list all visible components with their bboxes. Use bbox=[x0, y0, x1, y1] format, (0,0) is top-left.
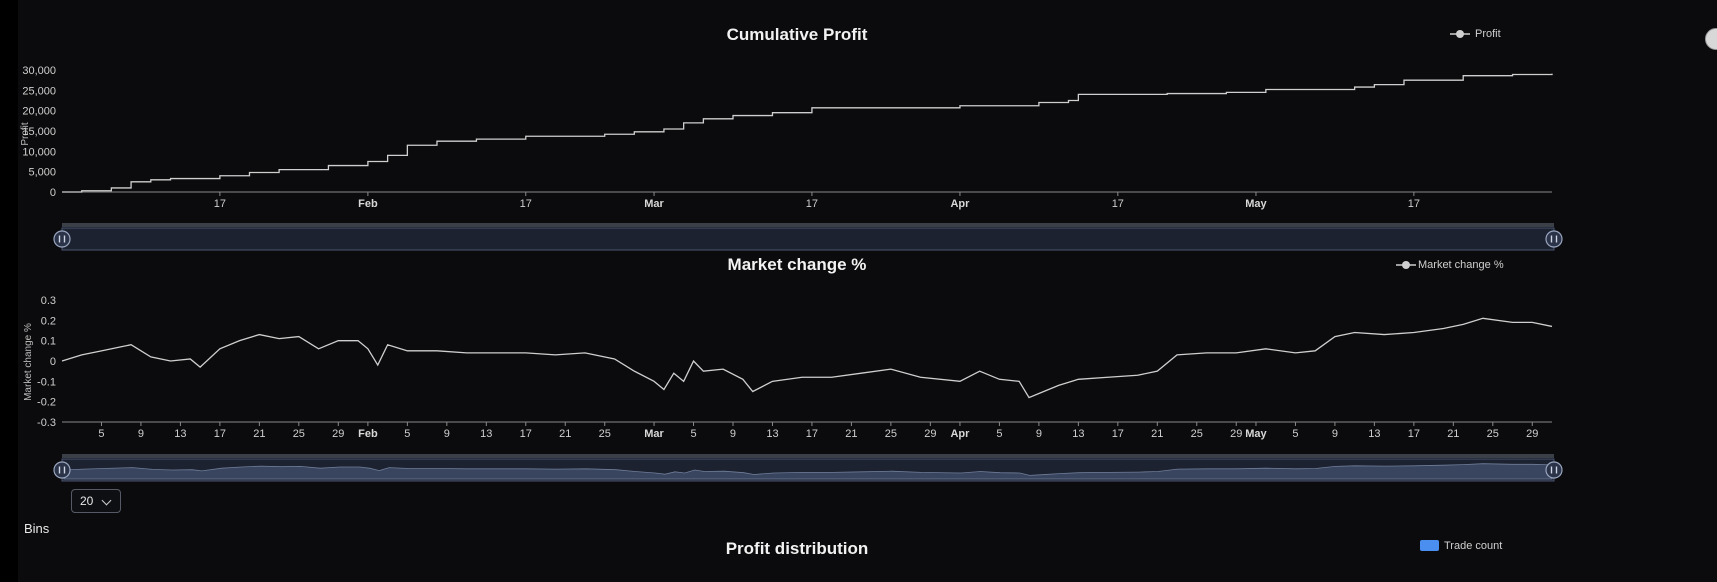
profit-series-line bbox=[62, 73, 1553, 193]
x-tick-label: 29 bbox=[1230, 428, 1242, 440]
legend-market-change[interactable]: Market change % bbox=[1396, 259, 1504, 271]
x-tick-label: 5 bbox=[404, 428, 410, 440]
y-axis-label: Market change % bbox=[23, 323, 34, 401]
x-tick-label: Feb bbox=[358, 198, 378, 210]
x-tick-label: 25 bbox=[885, 428, 897, 440]
x-tick-label: 17 bbox=[1112, 428, 1124, 440]
slider-handle-right[interactable] bbox=[1545, 461, 1563, 479]
y-axis-label: Profit bbox=[20, 122, 31, 146]
chart-title: Profit distribution bbox=[726, 539, 869, 558]
x-tick-label: 21 bbox=[253, 428, 265, 440]
y-tick-label: 0.3 bbox=[41, 295, 56, 307]
bins-select[interactable]: 20 bbox=[71, 489, 121, 513]
x-tick-label: May bbox=[1245, 198, 1267, 210]
chevron-down-icon bbox=[101, 495, 112, 506]
x-tick-label: 13 bbox=[1072, 428, 1084, 440]
x-tick-label: 25 bbox=[293, 428, 305, 440]
x-tick-label: 5 bbox=[98, 428, 104, 440]
y-tick-label: 0.2 bbox=[41, 315, 56, 327]
x-tick-label: 17 bbox=[214, 428, 226, 440]
zoom-slider[interactable] bbox=[53, 454, 1563, 482]
legend-label: Market change % bbox=[1418, 259, 1504, 271]
slider-preview-area bbox=[63, 463, 1553, 480]
x-tick-label: 13 bbox=[1368, 428, 1380, 440]
y-tick-label: 30,000 bbox=[22, 65, 56, 77]
slider-handle-left[interactable] bbox=[53, 230, 71, 248]
slider-handle-right[interactable] bbox=[1545, 230, 1563, 248]
x-tick-label: Mar bbox=[644, 198, 664, 210]
x-tick-label: 5 bbox=[690, 428, 696, 440]
x-tick-label: 17 bbox=[806, 428, 818, 440]
x-tick-label: 17 bbox=[520, 428, 532, 440]
x-tick-label: 5 bbox=[1292, 428, 1298, 440]
y-tick-label: 20,000 bbox=[22, 106, 56, 118]
x-tick-label: Mar bbox=[644, 428, 664, 440]
x-tick-label: 25 bbox=[1487, 428, 1499, 440]
y-tick-label: 10,000 bbox=[22, 146, 56, 158]
cumulative-profit-panel: Cumulative Profit Profit Profit 0 5,000 10… bbox=[18, 0, 1717, 256]
y-tick-label: -0.2 bbox=[37, 397, 56, 409]
market-change-chart: Market change % Market change % Market c… bbox=[23, 256, 1563, 482]
y-tick-label: 0 bbox=[50, 356, 56, 368]
x-tick-label: 13 bbox=[766, 428, 778, 440]
x-tick-label: 29 bbox=[1526, 428, 1538, 440]
x-tick-label: Apr bbox=[950, 198, 970, 210]
slider-handle-left[interactable] bbox=[53, 461, 71, 479]
legend-trade-count[interactable]: Trade count bbox=[1420, 540, 1502, 552]
x-tick-label: 9 bbox=[444, 428, 450, 440]
x-tick-label: 9 bbox=[1332, 428, 1338, 440]
x-tick-label: 29 bbox=[332, 428, 344, 440]
legend-profit[interactable]: Profit bbox=[1450, 28, 1501, 40]
legend-label: Trade count bbox=[1444, 540, 1502, 552]
x-tick-label: 25 bbox=[599, 428, 611, 440]
chart-title: Market change % bbox=[728, 256, 867, 274]
slider-top-bar bbox=[62, 454, 1554, 458]
y-tick-label: 5,000 bbox=[28, 167, 56, 179]
x-tick-label: 17 bbox=[806, 198, 818, 210]
legend-label: Profit bbox=[1475, 28, 1501, 40]
x-tick-label: 13 bbox=[174, 428, 186, 440]
slider-track[interactable] bbox=[61, 227, 1555, 251]
x-tick-label: Apr bbox=[950, 428, 970, 440]
x-tick-label: 21 bbox=[1151, 428, 1163, 440]
y-tick-label: 15,000 bbox=[22, 126, 56, 138]
market-change-panel: Market change % Market change % Market c… bbox=[18, 256, 1717, 528]
market-change-series-line bbox=[61, 317, 1553, 399]
x-tick-label: 9 bbox=[1036, 428, 1042, 440]
x-tick-label: May bbox=[1245, 428, 1267, 440]
x-tick-label: 17 bbox=[1112, 198, 1124, 210]
legend-marker-icon bbox=[1402, 261, 1410, 269]
bins-label: Bins bbox=[24, 521, 50, 536]
x-tick-label: 17 bbox=[1408, 198, 1420, 210]
x-tick-label: 9 bbox=[730, 428, 736, 440]
legend-swatch-icon bbox=[1420, 540, 1439, 551]
legend-marker-icon bbox=[1456, 30, 1464, 38]
x-tick-label: Feb bbox=[358, 428, 378, 440]
x-tick-label: 9 bbox=[138, 428, 144, 440]
x-tick-label: 21 bbox=[845, 428, 857, 440]
slider-top-bar bbox=[62, 223, 1554, 227]
profit-distribution-panel: Profit distribution Trade count bbox=[18, 528, 1717, 582]
left-edge-strip bbox=[0, 0, 18, 582]
cumulative-profit-chart: Cumulative Profit Profit Profit 0 5,000 10… bbox=[20, 25, 1563, 251]
profit-distribution-chart: Profit distribution Trade count bbox=[726, 539, 1503, 558]
x-tick-label: 17 bbox=[1408, 428, 1420, 440]
bins-select-value: 20 bbox=[80, 494, 94, 508]
x-tick-label: 13 bbox=[480, 428, 492, 440]
x-tick-label: 17 bbox=[520, 198, 532, 210]
x-tick-label: 17 bbox=[214, 198, 226, 210]
x-tick-label: 25 bbox=[1191, 428, 1203, 440]
y-tick-label: -0.3 bbox=[37, 417, 56, 429]
y-tick-label: 0 bbox=[50, 187, 56, 199]
y-tick-label: -0.1 bbox=[37, 376, 56, 388]
y-tick-label: 25,000 bbox=[22, 85, 56, 97]
x-tick-label: 5 bbox=[996, 428, 1002, 440]
y-tick-label: 0.1 bbox=[41, 336, 56, 348]
x-tick-label: 21 bbox=[1447, 428, 1459, 440]
zoom-slider[interactable] bbox=[53, 223, 1563, 251]
chart-title: Cumulative Profit bbox=[727, 25, 868, 44]
x-tick-label: 29 bbox=[924, 428, 936, 440]
x-tick-label: 21 bbox=[559, 428, 571, 440]
